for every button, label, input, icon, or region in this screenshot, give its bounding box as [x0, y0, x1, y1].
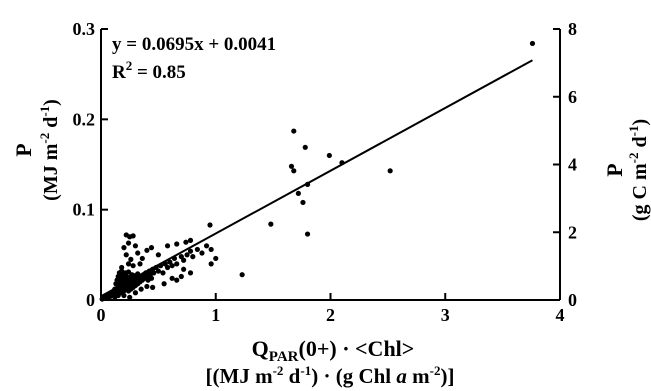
data-point — [121, 288, 127, 294]
data-point — [302, 144, 308, 150]
data-point — [207, 222, 213, 228]
data-point — [127, 294, 133, 300]
data-point — [169, 263, 175, 269]
data-point — [304, 231, 311, 237]
x-tick-label: 2 — [326, 305, 335, 325]
y-tick-label: 0.3 — [73, 19, 96, 39]
data-point — [239, 272, 245, 278]
data-point — [295, 190, 301, 197]
data-point — [130, 233, 136, 239]
data-point — [132, 290, 139, 296]
data-point — [190, 254, 196, 260]
data-point — [121, 245, 127, 251]
data-point — [174, 277, 180, 283]
y-tick-label: 0 — [86, 290, 95, 310]
data-point — [300, 199, 306, 206]
data-point — [326, 152, 332, 159]
data-point — [174, 261, 180, 267]
x-axis-label-line1: QPAR(0+) · <Chl> — [252, 336, 415, 365]
y-axis-label-left-line1: P — [11, 143, 36, 156]
data-point — [138, 286, 144, 292]
data-point — [181, 266, 187, 272]
data-point — [119, 264, 125, 271]
x-axis-label-line2: [(MJ m-2 d-1) · (g Chl a m-2)] — [206, 363, 455, 388]
data-point — [208, 261, 214, 267]
data-point — [184, 252, 190, 258]
data-point — [125, 261, 132, 267]
y2-tick-label: 2 — [568, 222, 577, 242]
y-tick-label: 0.1 — [73, 200, 96, 220]
data-point — [203, 243, 210, 249]
x-tick-label: 3 — [441, 305, 450, 325]
data-point — [181, 257, 187, 263]
y2-tick-label: 4 — [568, 155, 577, 175]
data-point — [160, 270, 166, 276]
data-point — [144, 283, 150, 290]
y2-tick-label: 6 — [568, 87, 577, 107]
data-point — [155, 268, 161, 274]
data-point — [121, 292, 127, 299]
data-point — [150, 284, 156, 290]
data-point — [187, 237, 194, 243]
data-point — [130, 263, 136, 269]
data-point — [187, 248, 194, 254]
data-point — [529, 40, 536, 47]
data-point — [155, 252, 161, 258]
data-point — [132, 243, 139, 249]
y2-tick-label: 8 — [568, 19, 577, 39]
data-point — [164, 264, 171, 271]
data-point — [128, 256, 134, 262]
y-axis-label-right-line2: (g C m-2 d-1) — [626, 119, 651, 221]
x-tick-label: 4 — [556, 305, 565, 325]
data-point — [291, 128, 297, 134]
data-point — [137, 261, 143, 267]
data-point — [194, 246, 200, 253]
y-axis-label-left: P (MJ m-2 d-1) — [11, 99, 62, 201]
x-tick-label: 1 — [211, 305, 220, 325]
data-point — [139, 255, 145, 262]
data-point — [144, 247, 150, 253]
data-point — [135, 250, 141, 256]
data-point — [148, 245, 155, 251]
y-axis-label-left-line2: (MJ m-2 d-1) — [37, 99, 62, 201]
data-point — [199, 250, 205, 256]
data-point — [169, 275, 175, 281]
data-point — [208, 246, 214, 253]
data-point — [268, 221, 274, 227]
y-axis-label-right-line1: P — [602, 163, 627, 176]
data-point — [387, 168, 393, 174]
data-point — [213, 255, 219, 262]
data-point — [161, 281, 167, 287]
y2-tick-label: 0 — [568, 290, 577, 310]
data-point — [174, 241, 180, 247]
y-tick-label: 0.2 — [73, 109, 96, 129]
regression-equation: y = 0.0695x + 0.0041 — [112, 34, 276, 55]
data-point — [123, 252, 129, 258]
data-point — [187, 270, 194, 276]
data-point — [125, 240, 132, 246]
data-point — [178, 273, 184, 280]
regression-line — [100, 59, 533, 298]
x-tick-label: 0 — [97, 305, 106, 325]
data-point — [183, 239, 189, 245]
data-point — [291, 168, 297, 174]
data-point — [151, 270, 157, 276]
y-axis-label-right: P (g C m-2 d-1) — [602, 119, 651, 221]
data-point — [288, 163, 295, 169]
data-point — [164, 243, 171, 249]
r-squared-label: R2 = 0.85 — [112, 58, 186, 83]
data-point — [148, 275, 155, 281]
